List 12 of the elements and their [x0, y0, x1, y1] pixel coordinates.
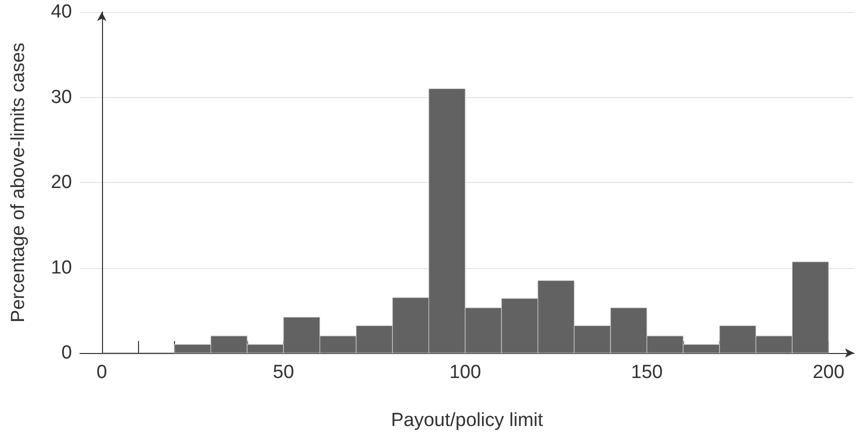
x-tick-label: 50 — [272, 362, 294, 383]
y-tick-label: 30 — [50, 86, 72, 108]
x-tick-label: 100 — [449, 362, 482, 383]
y-tick-label: 40 — [50, 2, 72, 22]
x-tick-label: 150 — [631, 362, 663, 383]
x-tick-label: 0 — [96, 362, 108, 383]
y-tick-label: 20 — [50, 172, 72, 193]
y-axis-title: Percentage of above-limits cases — [8, 42, 29, 322]
x-tick-label: 200 — [812, 362, 844, 383]
y-tick-label: 0 — [61, 342, 72, 364]
y-tick-label: 10 — [50, 257, 72, 278]
x-axis-title: Payout/policy limit — [390, 410, 544, 431]
